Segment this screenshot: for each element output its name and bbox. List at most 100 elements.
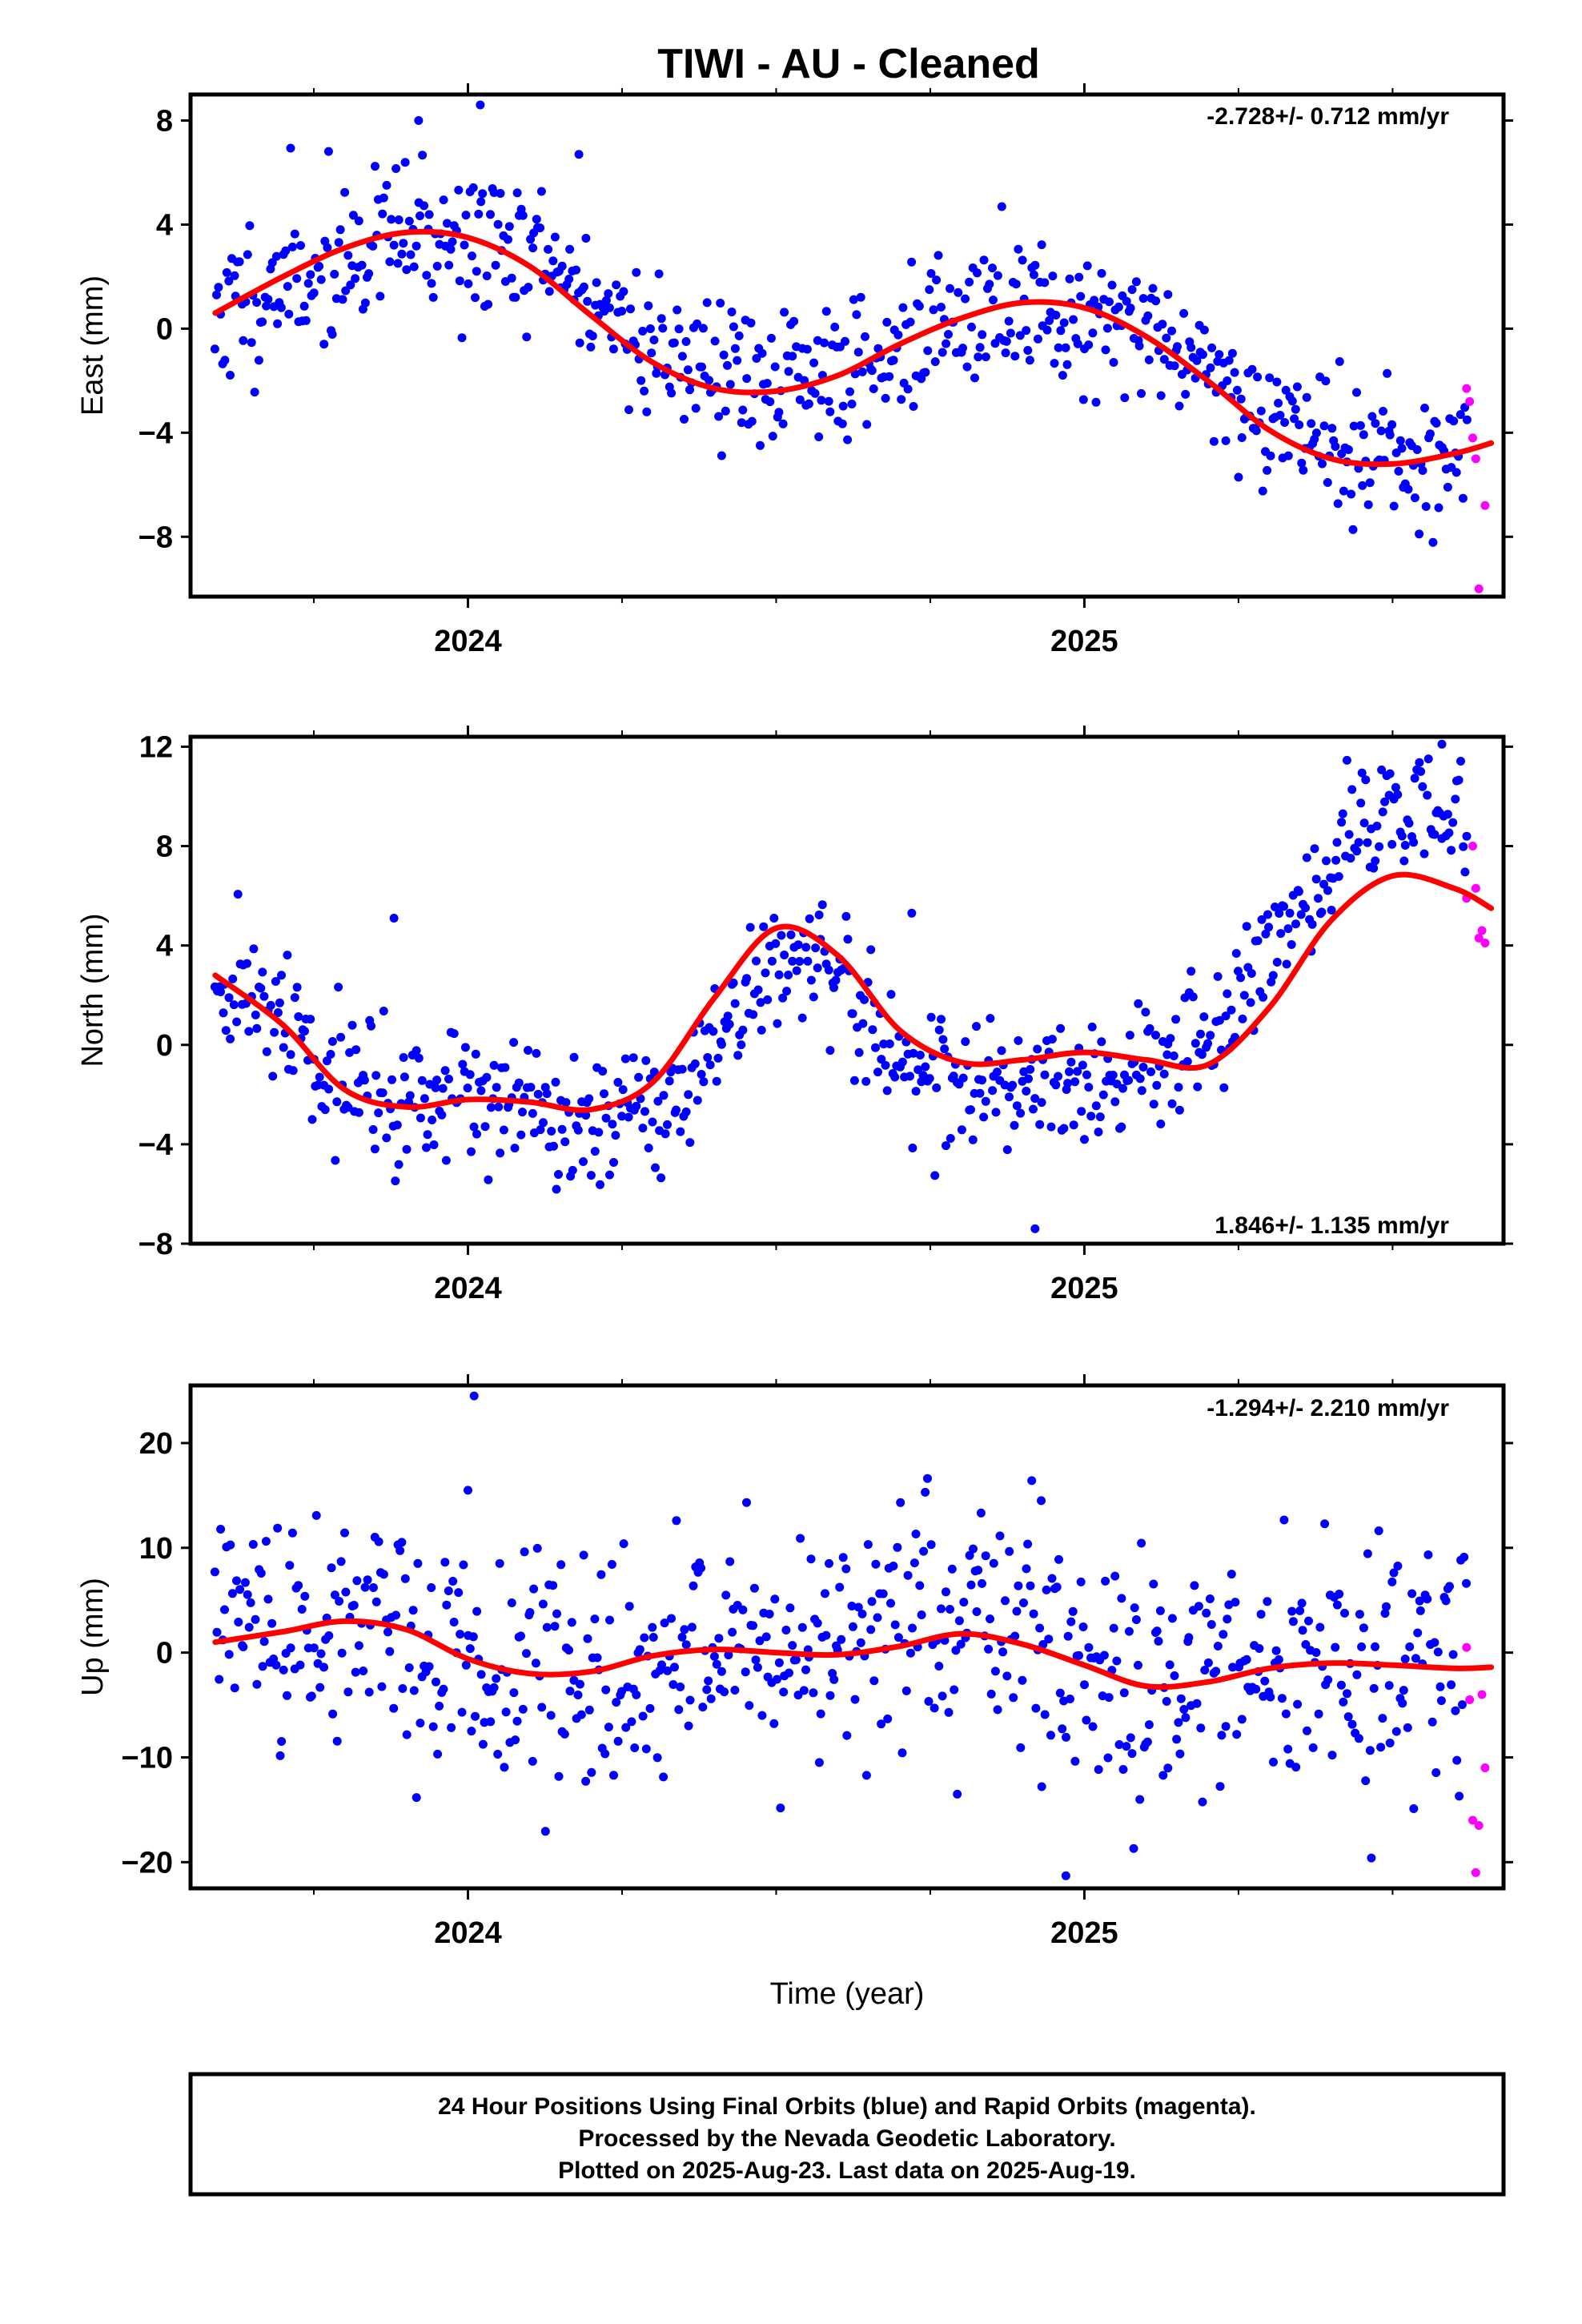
final-orbit-point — [644, 301, 653, 311]
final-orbit-point — [890, 1072, 900, 1082]
final-orbit-point — [946, 283, 954, 293]
final-orbit-point — [672, 1516, 681, 1526]
final-orbit-point — [1107, 280, 1117, 290]
final-orbit-point — [283, 1691, 291, 1700]
final-orbit-point — [677, 352, 687, 361]
final-orbit-point — [444, 1074, 453, 1084]
final-orbit-point — [1291, 1763, 1301, 1772]
final-orbit-point — [1294, 887, 1303, 896]
final-orbit-point — [492, 1083, 501, 1092]
final-orbit-point — [738, 1025, 748, 1035]
final-orbit-point — [1385, 430, 1395, 440]
final-orbit-point — [1319, 421, 1329, 431]
final-orbit-point — [251, 1614, 260, 1624]
final-orbit-point — [478, 1739, 488, 1749]
final-orbit-point — [730, 344, 740, 353]
final-orbit-point — [804, 399, 813, 408]
final-orbit-point — [379, 193, 388, 203]
final-orbit-point — [568, 1165, 577, 1175]
y-tick-label: 4 — [156, 930, 173, 963]
final-orbit-point — [640, 1107, 649, 1116]
final-orbit-point — [392, 1120, 402, 1130]
final-orbit-point — [1308, 1743, 1318, 1752]
final-orbit-point — [838, 401, 848, 411]
panel-frame — [188, 1383, 1506, 1891]
final-orbit-point — [283, 951, 292, 960]
final-orbit-point — [882, 317, 892, 327]
final-orbit-point — [290, 229, 299, 239]
final-orbit-point — [1044, 1634, 1054, 1644]
final-orbit-point — [368, 241, 378, 251]
final-orbit-point — [244, 1027, 254, 1036]
final-orbit-point — [212, 1627, 222, 1637]
final-orbit-point — [352, 1576, 362, 1586]
final-orbit-point — [565, 244, 575, 254]
final-orbit-point — [226, 1540, 235, 1550]
final-orbit-point — [860, 995, 869, 1004]
final-orbit-point — [1151, 296, 1161, 306]
final-orbit-point — [1042, 325, 1052, 335]
final-orbit-point — [464, 279, 473, 288]
final-orbit-point — [1069, 1120, 1078, 1130]
final-orbit-point — [239, 336, 248, 345]
final-orbit-point — [486, 1717, 496, 1727]
final-orbit-point — [1315, 1622, 1325, 1632]
final-orbit-point — [1342, 755, 1351, 765]
final-orbit-point — [944, 330, 953, 339]
final-orbit-point — [536, 1125, 545, 1135]
final-orbit-point — [402, 1144, 412, 1154]
final-orbit-point — [1158, 1771, 1168, 1780]
final-orbit-point — [408, 1606, 418, 1615]
final-orbit-point — [1227, 348, 1237, 358]
final-orbit-point — [1332, 838, 1342, 847]
final-orbit-point — [757, 1025, 766, 1035]
final-orbit-point — [612, 1698, 621, 1707]
final-orbit-point — [1411, 1654, 1420, 1663]
final-orbit-point — [1066, 1695, 1074, 1703]
final-orbit-point — [1219, 1630, 1228, 1639]
final-orbit-point — [1271, 903, 1279, 911]
final-orbit-point — [1310, 844, 1319, 854]
final-orbit-point — [1283, 1744, 1293, 1754]
final-orbit-point — [1431, 1768, 1441, 1777]
final-orbit-point — [1134, 341, 1144, 351]
final-orbit-point — [929, 305, 938, 315]
final-orbit-point — [909, 1558, 919, 1568]
final-orbit-point — [1371, 856, 1380, 866]
final-orbit-point — [867, 1597, 877, 1606]
final-orbit-point — [721, 406, 730, 416]
final-orbit-point — [1379, 407, 1387, 416]
final-orbit-point — [1452, 1755, 1462, 1765]
final-orbit-point — [1137, 388, 1146, 398]
final-orbit-point — [681, 1640, 691, 1650]
final-orbit-point — [424, 1662, 434, 1671]
final-orbit-point — [663, 1120, 672, 1129]
final-orbit-point — [883, 1714, 893, 1723]
final-orbit-point — [1221, 1722, 1231, 1731]
final-orbit-point — [1276, 929, 1286, 939]
final-orbit-point — [1361, 775, 1371, 785]
final-orbit-point — [632, 1101, 641, 1111]
final-orbit-point — [525, 1608, 535, 1617]
final-orbit-point — [1416, 766, 1426, 776]
final-orbit-point — [1425, 429, 1435, 439]
final-orbit-point — [973, 268, 982, 278]
final-orbit-point — [714, 412, 724, 421]
final-orbit-point — [351, 1667, 360, 1677]
final-orbit-point — [1385, 1739, 1395, 1747]
final-orbit-point — [1238, 1014, 1247, 1023]
rapid-orbit-point — [1480, 501, 1490, 510]
final-orbit-point — [959, 1598, 969, 1607]
final-orbit-point — [921, 1487, 930, 1497]
final-orbit-point — [1247, 364, 1257, 374]
final-orbit-point — [604, 303, 614, 312]
final-orbit-point — [518, 1704, 528, 1714]
final-orbit-point — [1070, 1756, 1080, 1766]
final-orbit-point — [871, 1043, 880, 1052]
final-orbit-point — [1105, 297, 1114, 307]
final-orbit-point — [654, 269, 664, 279]
final-orbit-point — [879, 1039, 889, 1049]
final-orbit-point — [584, 1094, 594, 1104]
final-orbit-point — [459, 1560, 468, 1570]
final-orbit-point — [1159, 355, 1169, 364]
